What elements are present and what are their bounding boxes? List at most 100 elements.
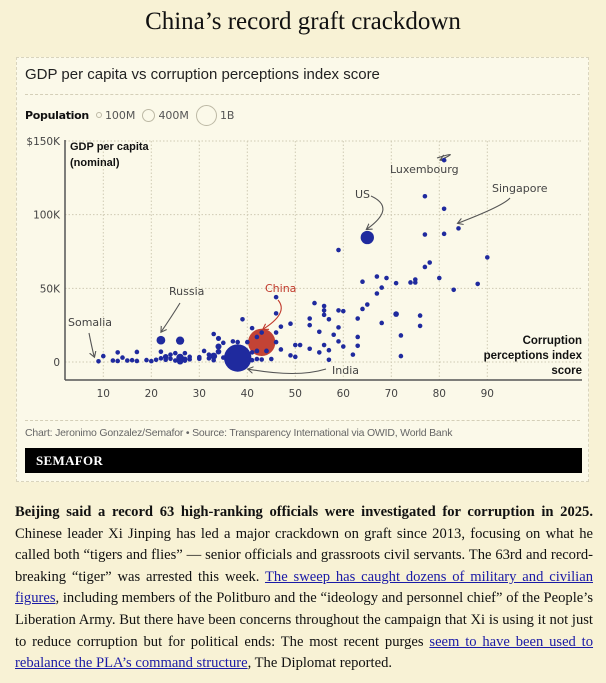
- data-point: [355, 316, 361, 321]
- page-headline: China’s record graft crackdown: [145, 8, 461, 35]
- data-point: [245, 357, 250, 363]
- grid-lines: [65, 140, 582, 380]
- data-point: [365, 302, 370, 307]
- point-luxembourg: [441, 157, 447, 163]
- data-point: [408, 280, 413, 285]
- data-point: [273, 294, 279, 300]
- y-tick-label: $150K: [26, 136, 61, 148]
- data-point: [158, 349, 164, 354]
- data-point: [201, 348, 207, 354]
- data-point: [437, 275, 442, 281]
- x-axis-label-line: Corruption: [523, 335, 582, 347]
- link-sweep-military-civilian[interactable]: The sweep has caught dozens of military …: [15, 568, 593, 607]
- legend-label-100m: 100M: [104, 108, 136, 122]
- legend-circle-400m-icon: [142, 108, 156, 122]
- data-point: [182, 358, 188, 363]
- data-point: [249, 325, 255, 331]
- data-point: [269, 356, 274, 362]
- data-point: [101, 353, 106, 359]
- x-tick-label: 10: [97, 388, 110, 400]
- data-point: [173, 350, 178, 356]
- data-point: [206, 352, 212, 357]
- point-singapore: [456, 226, 461, 231]
- data-point: [259, 330, 264, 335]
- data-point: [129, 357, 135, 363]
- data-point: [355, 343, 361, 349]
- data-point: [451, 287, 457, 293]
- annotation-luxembourg: Luxembourg: [390, 163, 459, 176]
- data-point: [158, 356, 164, 361]
- data-point: [115, 350, 120, 355]
- data-point: [374, 291, 380, 296]
- annotation-india: India: [332, 364, 359, 377]
- data-point: [341, 344, 346, 349]
- data-point: [307, 322, 313, 328]
- x-tick-label: 80: [433, 388, 446, 400]
- data-point: [249, 350, 255, 355]
- data-point: [317, 329, 322, 335]
- data-point: [293, 354, 298, 360]
- data-point: [249, 357, 255, 363]
- article-lead: Beijing said a record 63 high-ranking of…: [15, 504, 593, 520]
- annotation-arrow: [248, 369, 327, 375]
- data-point: [120, 355, 125, 360]
- data-point: [312, 300, 317, 306]
- data-point: [273, 311, 279, 316]
- data-point: [259, 357, 264, 362]
- data-point: [307, 316, 313, 321]
- data-point: [441, 231, 447, 237]
- data-point: [221, 355, 226, 360]
- x-tick-label: 50: [289, 388, 302, 400]
- data-point: [360, 279, 365, 285]
- chart-title: GDP per capita vs corruption perceptions…: [25, 66, 380, 83]
- annotation-somalia: Somalia: [68, 316, 112, 329]
- data-point: [235, 339, 240, 345]
- annotation-singapore: Singapore: [492, 182, 548, 195]
- data-point: [211, 331, 216, 337]
- link-rebalance-pla[interactable]: seem to have been used to rebalance the …: [15, 633, 594, 672]
- data-point: [350, 352, 356, 357]
- data-points: [96, 157, 490, 372]
- data-point: [422, 193, 428, 199]
- data-point: [273, 339, 279, 345]
- data-point: [149, 358, 154, 364]
- data-point: [326, 316, 332, 322]
- annotation-russia: Russia: [169, 285, 204, 298]
- data-point: [197, 356, 202, 362]
- data-point: [254, 356, 260, 362]
- annotation-arrow: [88, 332, 95, 357]
- data-point: [134, 358, 140, 364]
- legend-label-1b: 1B: [219, 108, 235, 122]
- data-point: [374, 274, 380, 279]
- data-point: [379, 285, 385, 290]
- data-point: [211, 357, 216, 363]
- point-india: [223, 344, 252, 372]
- data-point: [206, 356, 212, 361]
- data-point: [175, 336, 185, 345]
- y-tick-label: 100K: [33, 210, 61, 222]
- annotation-labels: Somalia Russia China India US Luxembourg Singa…: [68, 163, 548, 377]
- data-point: [273, 330, 279, 335]
- data-point: [336, 339, 341, 344]
- x-tick-label: 60: [337, 388, 350, 400]
- data-point: [293, 342, 298, 348]
- y-tick-label: 50K: [40, 283, 61, 295]
- legend-label-400m: 400M: [158, 108, 189, 122]
- data-point: [187, 357, 192, 362]
- data-point: [215, 343, 222, 350]
- data-point: [125, 358, 130, 363]
- annotation-arrow: [458, 197, 511, 223]
- data-point: [336, 247, 341, 253]
- annotation-arrow: [161, 302, 181, 332]
- axes: [64, 140, 582, 381]
- data-point: [288, 321, 293, 326]
- semafor-logo: SEMAFOR: [36, 453, 104, 468]
- point-russia: [156, 335, 166, 345]
- data-point: [297, 342, 303, 348]
- y-axis-label: GDP per capita (nominal): [70, 141, 150, 169]
- legend-title: Population: [25, 108, 89, 122]
- data-point: [321, 342, 327, 348]
- annotation-china: China: [265, 282, 296, 295]
- data-point: [341, 308, 346, 314]
- data-point: [221, 340, 226, 346]
